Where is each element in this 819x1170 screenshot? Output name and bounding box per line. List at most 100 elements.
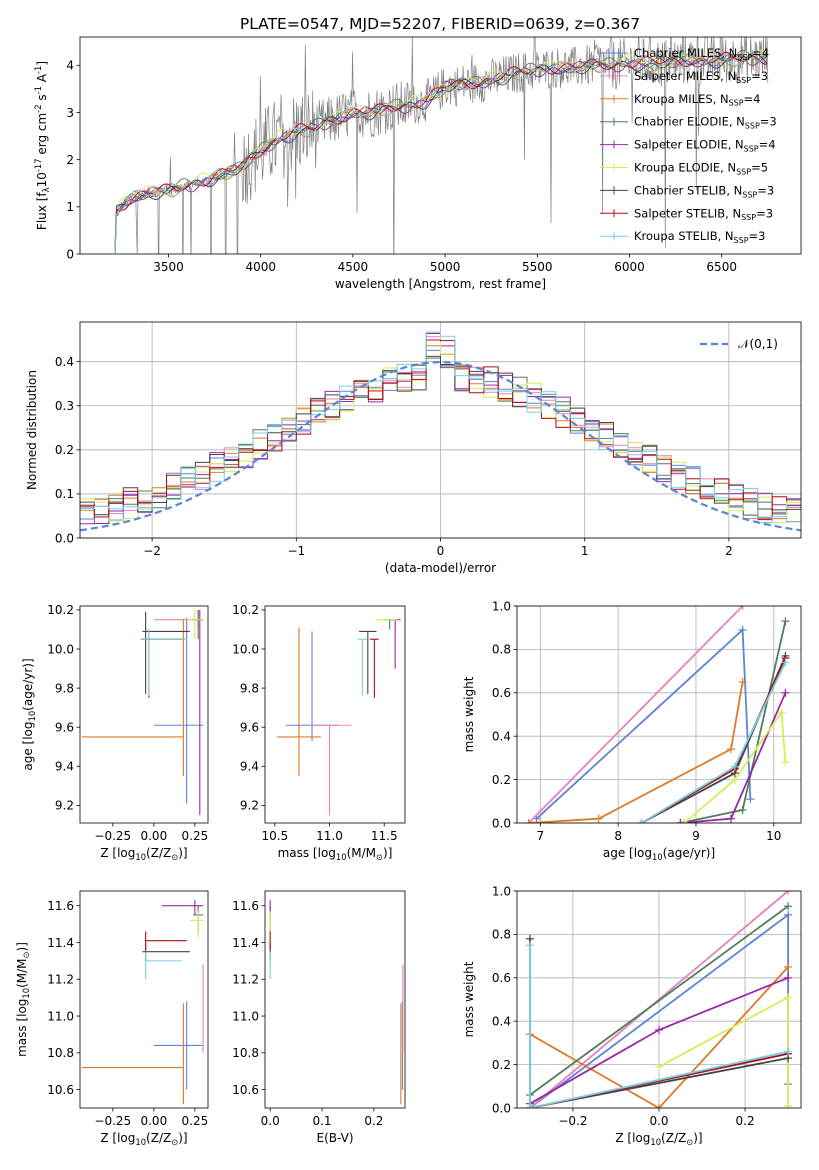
x-tick-label: 5500: [522, 260, 553, 274]
chart-panel-Z-vs-mass: −0.25 0.00 0.25 10.6 10.8 11.0 11.2 11.4 11.6 Z […: [15, 890, 209, 1147]
legend-label: Chabrier STELIB, NSSP​=3: [634, 183, 774, 199]
axes-frame: [264, 890, 406, 1109]
chart-panel-spectrum: 3500 4000 4500 5000 5500 6000 6500 0 1 2 3 4 wavelen…: [33, 36, 802, 291]
y-tick-label: 0.4: [492, 1015, 511, 1029]
y-tick-label: 9.4: [55, 760, 74, 774]
weight-series-line: [683, 709, 787, 823]
y-tick-label: 0.3: [55, 399, 74, 413]
y-axis-label: mass [log10​(M/M⊙​)]: [15, 942, 31, 1057]
histogram-series: [80, 339, 801, 521]
y-tick-label: 1.0: [492, 884, 511, 898]
gaussian-curve: [80, 360, 801, 532]
y-tick-label: 11.4: [232, 936, 259, 950]
plot-area: [269, 900, 404, 1105]
axes-frame: [79, 321, 802, 539]
x-tick-label: 9: [692, 829, 700, 843]
x-tick-label: 11.0: [316, 829, 343, 843]
x-tick-label: 5000: [430, 260, 461, 274]
y-tick-label: 10.2: [232, 603, 259, 617]
plot-area: [277, 619, 401, 816]
y-tick-label: 0.8: [492, 643, 511, 657]
x-tick-label: 0.00: [140, 1114, 167, 1128]
y-axis-label: mass weight: [462, 676, 476, 752]
x-tick-label: 2: [725, 544, 733, 558]
histogram-series: [80, 331, 801, 524]
y-tick-label: 9.2: [240, 799, 259, 813]
chart-panel-Z-vs-mass-weight: −0.2 0.0 0.2 0.0 0.2 0.4 0.6 0.8 1.0 Z [log10​(Z/…: [462, 884, 802, 1147]
figure-title: PLATE=0547, MJD=52207, FIBERID=0639, z=0…: [240, 15, 640, 33]
y-tick-label: 10.8: [47, 1046, 74, 1060]
legend-label: Salpeter STELIB, NSSP​=3: [634, 206, 773, 222]
x-tick-label: 0.25: [182, 829, 209, 843]
y-axis-label: Flux [fλ​10-17​ erg cm-2​ s-1​ A-1​]: [33, 61, 51, 230]
x-tick-label: −1: [287, 544, 305, 558]
x-tick-label: 3500: [153, 260, 184, 274]
legend-label: 𝒩(0,1): [738, 337, 778, 351]
y-tick-label: 11.4: [47, 936, 74, 950]
y-tick-label: 9.4: [240, 760, 259, 774]
y-tick-label: 0.2: [492, 1058, 511, 1072]
chart-panel-Z-vs-age: −0.25 0.00 0.25 9.2 9.4 9.6 9.8 10.0 10.2 Z [log1…: [21, 603, 209, 862]
y-tick-label: 0.4: [492, 730, 511, 744]
y-tick-label: 1.0: [492, 599, 511, 613]
chart-panel-mass-vs-age: 10.5 11.0 11.5 9.2 9.4 9.6 9.8 10.0 10.2 mass [lo…: [232, 603, 406, 862]
y-tick-label: 0.6: [492, 686, 511, 700]
legend-label: Salpeter MILES, NSSP​=3: [634, 69, 768, 85]
plot-area: [524, 606, 790, 823]
y-tick-label: 0.0: [492, 816, 511, 830]
x-axis-label: Z [log10​(Z/Z⊙​)]: [100, 846, 187, 862]
weight-series-line: [529, 945, 789, 1108]
x-tick-label: 4500: [338, 260, 369, 274]
y-tick-label: 9.6: [55, 721, 74, 735]
weight-series-line: [528, 606, 744, 823]
x-axis-label: wavelength [Angstrom, rest frame]: [335, 277, 546, 291]
y-tick-label: 11.2: [232, 973, 259, 987]
y-tick-label: 4: [66, 59, 74, 73]
x-tick-label: 0: [437, 544, 445, 558]
model-series-line: [114, 49, 768, 254]
x-tick-label: 6000: [614, 260, 645, 274]
chart-panel-age-vs-mass-weight: 7 8 9 10 0.0 0.2 0.4 0.6 0.8 1.0 age [log10​(age/y…: [462, 599, 802, 862]
y-tick-label: 11.0: [47, 1009, 74, 1023]
axes-frame: [79, 890, 209, 1109]
y-tick-label: 0: [66, 247, 74, 261]
x-tick-label: 0.25: [182, 1114, 209, 1128]
x-tick-label: −0.2: [558, 1114, 587, 1128]
x-axis-label: age [log10​(age/yr)]: [603, 846, 715, 862]
y-tick-label: 0.2: [492, 773, 511, 787]
axes-frame: [79, 605, 209, 824]
y-tick-label: 0.2: [55, 443, 74, 457]
y-axis-label: Normed distribution: [25, 370, 39, 490]
plot-area: [114, 37, 769, 254]
model-series-line: [114, 54, 768, 254]
axes-frame: [516, 890, 802, 1109]
y-tick-label: 3: [66, 106, 74, 120]
y-tick-label: 11.6: [232, 899, 259, 913]
histogram-series: [80, 331, 801, 523]
plot-area: [80, 331, 801, 532]
x-tick-label: 10: [766, 829, 781, 843]
y-tick-label: 9.8: [55, 681, 74, 695]
y-tick-label: 0.1: [55, 487, 74, 501]
model-series-line: [114, 54, 768, 254]
y-tick-label: 11.0: [232, 1009, 259, 1023]
weight-series-line: [529, 966, 789, 1108]
y-tick-label: 10.6: [232, 1083, 259, 1097]
y-tick-label: 10.0: [47, 642, 74, 656]
y-tick-label: 11.2: [47, 973, 74, 987]
x-tick-label: −0.25: [94, 1114, 131, 1128]
x-axis-label: Z [log10​(Z/Z⊙​)]: [100, 1131, 187, 1147]
x-axis-label: mass [log10​(M/M⊙​)]: [278, 846, 393, 862]
x-axis-label: Z [log10​(Z/Z⊙​)]: [615, 1131, 702, 1147]
weight-series-line: [529, 905, 789, 1096]
chart-panel-residual-histogram: −2 −1 0 1 2 0.0 0.1 0.2 0.3 0.4 (data-model)/error…: [25, 321, 802, 575]
x-tick-label: 7: [537, 829, 545, 843]
axes-frame: [264, 605, 406, 824]
y-tick-label: 10.8: [232, 1046, 259, 1060]
y-tick-label: 9.8: [240, 681, 259, 695]
axes-frame: [516, 605, 802, 824]
x-tick-label: 1: [581, 544, 589, 558]
legend-label: Kroupa MILES, NSSP​=4: [634, 92, 760, 108]
y-tick-label: 0.0: [492, 1101, 511, 1115]
